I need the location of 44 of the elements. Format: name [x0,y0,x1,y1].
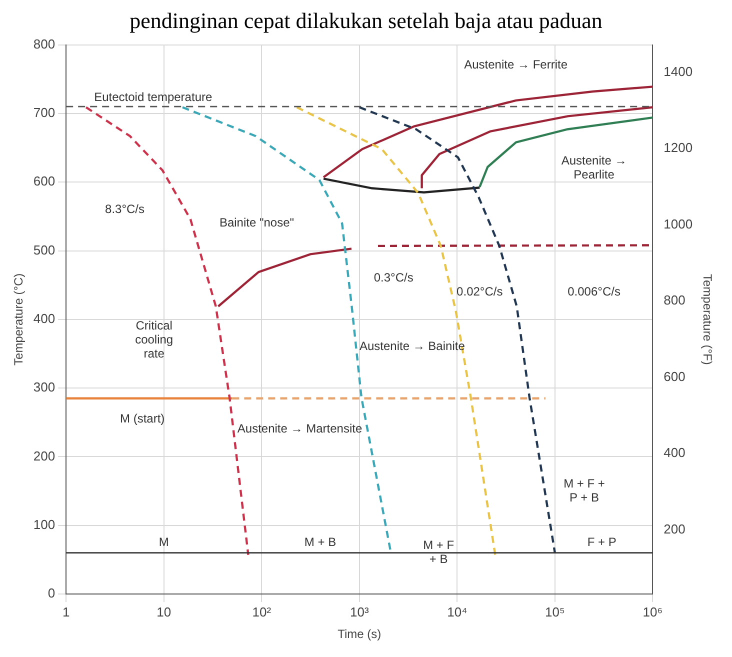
y-axis-title: Temperature (°C) [12,273,26,366]
y2-tick-label: 400 [664,445,686,460]
annotation: Bainite "nose" [219,216,294,230]
y-tick-label: 300 [33,380,56,395]
annotation: M [158,534,169,549]
x-tick-label: 10² [252,604,272,620]
y2-tick-label: 1400 [664,64,693,79]
y-tick-label: 700 [33,105,56,120]
y-tick-label: 200 [33,448,56,464]
x-tick-label: 10⁶ [642,604,663,620]
ref-line-label: Eutectoid temperature [94,90,212,104]
annotation: M (start) [120,411,165,426]
y2-tick-label: 1200 [664,140,693,156]
annotation: Austenite → Martensite [237,422,362,436]
y-tick-label: 500 [33,242,56,258]
annotation: M + F + P + B [564,476,605,504]
y-tick-label: 0 [48,586,56,601]
annotation: Critical cooling rate [135,318,174,360]
x-tick-label: 10⁴ [447,604,468,620]
y2-tick-label: 800 [664,292,686,308]
annotation: 8.3°C/s [105,202,144,216]
x-tick-label: 10 [156,604,172,620]
x-axis-title: Time (s) [338,627,382,642]
annotation: F + P [587,534,616,549]
chart-title: pendinginan cepat dilakukan setelah baja atau paduan [128,8,604,34]
y-tick-label: 400 [33,310,56,326]
y2-axis-title: Temperature (°F) [700,274,714,365]
annotation: Austenite → Ferrite [464,58,568,72]
annotation: 0.02°C/s [456,284,503,298]
x-tick-label: 10⁵ [544,604,565,620]
y-tick-label: 800 [33,36,56,52]
annotation: M + B [304,534,336,549]
y2-tick-label: 1000 [664,216,693,232]
y2-tick-label: 600 [664,368,686,384]
annotation: Austenite → Bainite [359,339,466,354]
annotation: 0.3°C/s [374,270,414,285]
x-tick-label: 10³ [350,604,370,620]
annotation: 0.006°C/s [568,284,620,298]
y2-tick-label: 200 [664,522,686,537]
y-tick-label: 100 [33,516,56,532]
x-tick-label: 1 [62,604,70,620]
annotation: M + F + B [423,538,454,566]
annotation: Austenite → Pearlite [561,154,627,182]
y-tick-label: 600 [33,174,56,189]
